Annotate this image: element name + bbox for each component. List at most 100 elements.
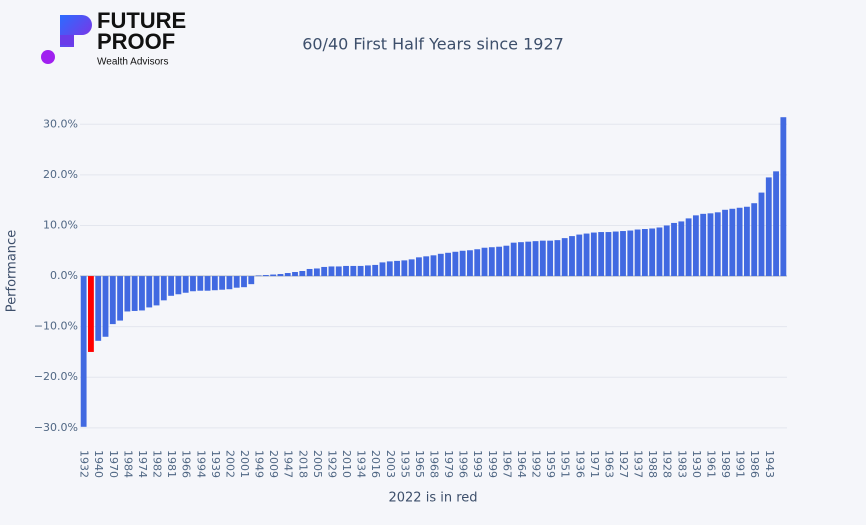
bar: [634, 229, 641, 277]
bar: [539, 240, 546, 277]
bar: [219, 276, 226, 290]
x-axis-title: 2022 is in red: [388, 491, 477, 506]
bar: [547, 240, 554, 277]
x-tick-label: 1961: [704, 450, 717, 478]
bar: [649, 228, 656, 277]
x-tick-label: 1993: [471, 450, 484, 478]
bar: [270, 274, 277, 277]
bar: [445, 252, 451, 277]
bar: [736, 207, 743, 277]
bar: [117, 276, 124, 321]
x-tick-label: 1989: [719, 450, 732, 478]
bar: [671, 222, 677, 277]
y-tick-label: −30.0%: [34, 421, 78, 434]
bar: [780, 117, 787, 277]
x-tick-label: 1988: [646, 450, 659, 478]
bar: [481, 247, 488, 277]
x-tick-label: 1970: [107, 450, 120, 478]
bar: [518, 242, 524, 277]
x-tick-label: 2018: [296, 450, 309, 478]
x-tick-label: 1994: [194, 450, 207, 478]
bar: [714, 212, 721, 277]
bar: [503, 245, 510, 277]
bar: [175, 276, 182, 295]
bar: [641, 229, 648, 277]
x-tick-label: 1984: [121, 450, 134, 478]
bar: [321, 266, 328, 277]
bar: [80, 276, 87, 427]
bar: [525, 241, 532, 277]
bar: [620, 231, 626, 277]
bar: [561, 238, 568, 277]
x-tick-label: 1982: [151, 450, 164, 478]
bar: [233, 276, 240, 288]
bar: [554, 240, 561, 277]
bar: [423, 256, 430, 277]
bar: [241, 276, 247, 288]
x-tick-label: 2001: [238, 450, 251, 478]
bar: [248, 276, 255, 285]
bar: [255, 275, 262, 277]
bar: [262, 275, 269, 277]
x-tick-label: 1928: [661, 450, 674, 478]
x-tick-label: 1992: [530, 450, 543, 478]
bar: [678, 221, 685, 277]
x-tick-label: 1966: [180, 450, 193, 478]
bar: [102, 276, 109, 337]
x-tick-label: 1930: [690, 450, 703, 478]
bar: [576, 234, 583, 277]
x-tick-label: 1947: [282, 450, 295, 478]
bar: [109, 276, 116, 325]
x-tick-label: 1965: [413, 450, 426, 478]
bar: [416, 257, 422, 277]
bar: [313, 268, 320, 277]
bar: [95, 276, 102, 341]
x-tick-label: 2005: [311, 450, 324, 478]
bar: [590, 232, 597, 277]
bar: [182, 276, 189, 293]
bar: [306, 268, 313, 277]
y-tick-label: 10.0%: [43, 218, 78, 231]
bar: [612, 231, 619, 277]
bar: [532, 241, 539, 277]
x-tick-label: 1981: [165, 450, 178, 478]
bar: [197, 276, 204, 291]
x-tick-label: 1959: [544, 450, 557, 478]
bar: [656, 227, 663, 277]
bar: [190, 276, 196, 292]
bar: [743, 206, 750, 277]
x-tick-label: 1968: [428, 450, 441, 478]
x-tick-label: 1927: [617, 450, 630, 478]
bar: [372, 264, 379, 277]
x-tick-label: 1983: [675, 450, 688, 478]
bar: [488, 247, 495, 277]
bar: [598, 232, 605, 277]
bar: [226, 276, 233, 290]
x-tick-label: 1935: [398, 450, 411, 478]
bar: [299, 271, 306, 277]
logo-text: FUTURE: [97, 8, 186, 33]
bar: [284, 273, 291, 277]
bar: [364, 265, 371, 277]
bar: [583, 233, 590, 277]
x-tick-label: 1936: [573, 450, 586, 478]
bar: [401, 260, 408, 277]
bar: [437, 253, 444, 277]
x-tick-label: 1939: [209, 450, 222, 478]
x-tick-label: 2002: [223, 450, 236, 478]
bar: [510, 242, 517, 277]
bar: [292, 272, 298, 277]
logo-text: PROOF: [97, 29, 175, 54]
x-tick-label: 1949: [253, 450, 266, 478]
y-tick-label: 30.0%: [43, 117, 78, 130]
bar: [707, 213, 714, 277]
x-tick-label: 1940: [92, 450, 105, 478]
bar: [277, 274, 284, 277]
y-tick-label: −20.0%: [34, 370, 78, 383]
bar: [146, 276, 153, 308]
bar: [722, 209, 728, 277]
bar: [452, 251, 459, 277]
bar: [729, 208, 736, 277]
x-tick-label: 1967: [500, 450, 513, 478]
x-tick-label: 1951: [559, 450, 572, 478]
